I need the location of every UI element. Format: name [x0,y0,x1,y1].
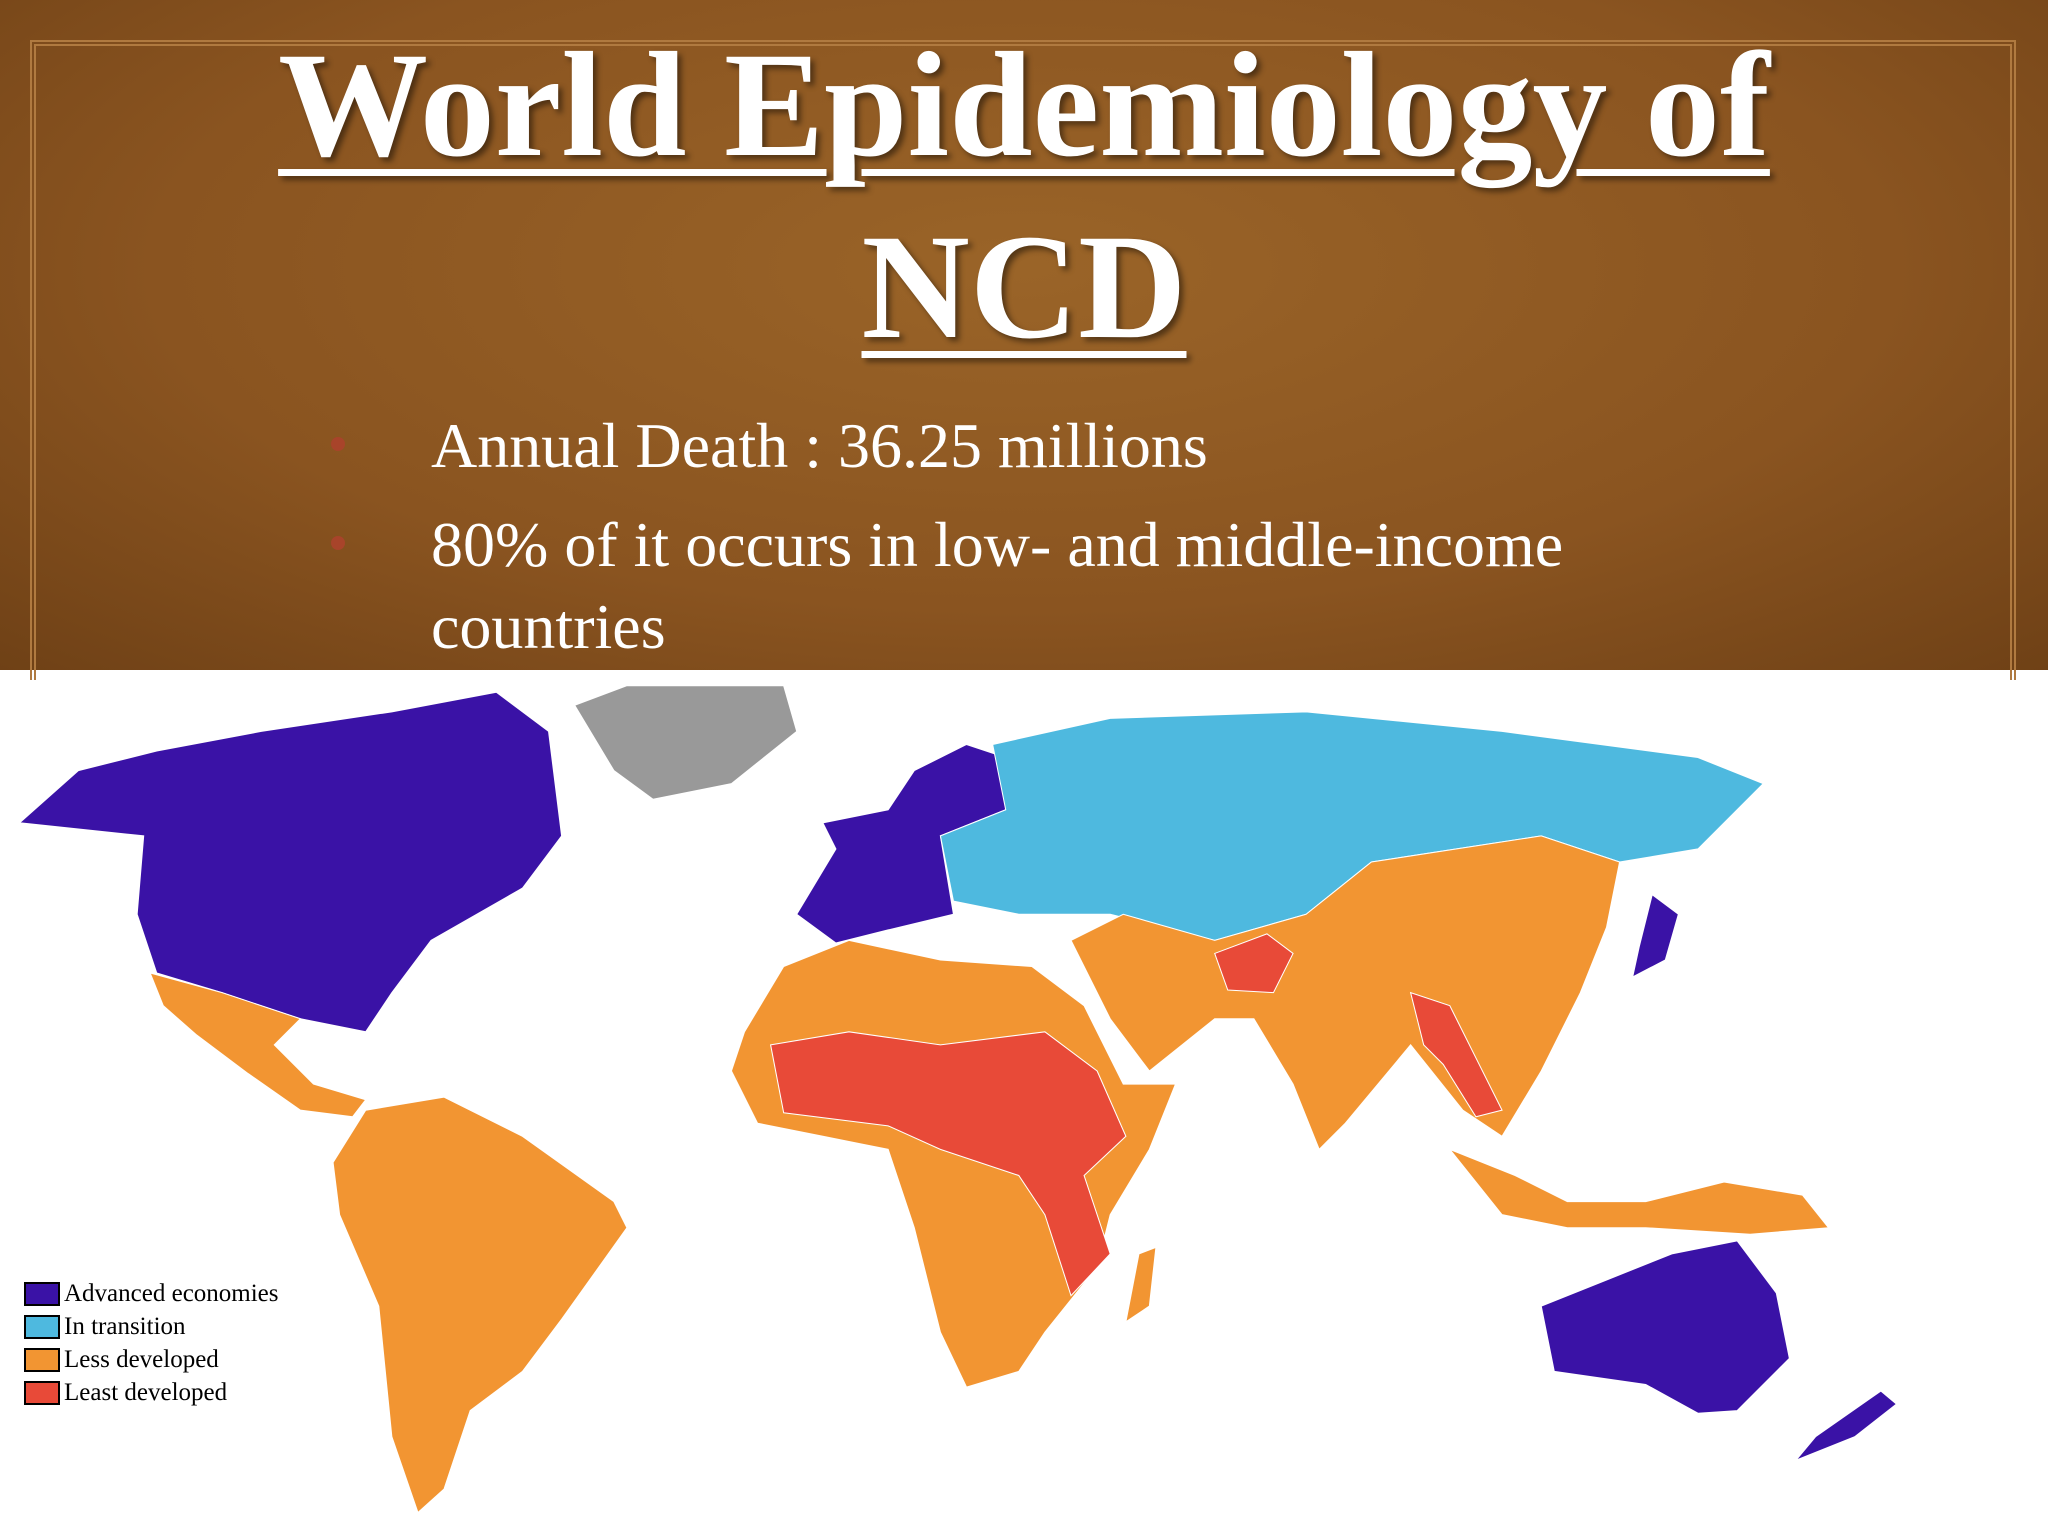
frame [30,40,2016,680]
bullet-dot [331,536,345,550]
legend-item: Least developed [24,1376,279,1409]
legend-label: Least developed [64,1378,228,1406]
bullet-text: 80% of it occurs in low- and middle-inco… [431,509,1564,662]
title-line: World Epidemiology of [0,30,2048,180]
indonesia [1448,1148,1830,1235]
bullet-text: Annual Death : 36.25 millions [431,410,1208,481]
legend-item: Advanced economies [24,1277,279,1310]
legend-item: Less developed [24,1343,279,1376]
header-band: World Epidemiology of NCD Annual Death :… [0,0,2048,680]
australia [1540,1240,1790,1414]
south-america [332,1096,628,1514]
title-text: NCD [861,204,1187,370]
bullet: 80% of it occurs in low- and middle-inco… [331,504,1591,668]
transition-region [939,711,1765,941]
legend-label: Advanced economies [64,1279,279,1307]
greenland [573,685,798,800]
legend-item: In transition [24,1310,279,1343]
new-zealand [1795,1390,1898,1461]
bullet-dot [331,437,345,451]
legend-swatch [24,1314,60,1339]
legend-swatch [24,1380,60,1405]
central-america [149,972,367,1118]
bullet: Annual Death : 36.25 millions [331,405,1591,487]
legend-swatch [24,1347,60,1372]
title-line: NCD [0,212,2048,362]
afghanistan [1214,933,1294,994]
world-map [18,685,1898,1514]
north-america [18,691,563,1033]
legend-label: In transition [64,1312,186,1340]
title-text: World Epidemiology of [278,22,1770,188]
japan [1631,893,1679,978]
least-developed-africa [769,1031,1127,1297]
legend: Advanced economies In transition Less deve… [24,1277,279,1409]
legend-swatch [24,1281,60,1306]
legend-label: Less developed [64,1345,219,1373]
madagascar [1125,1246,1157,1323]
myanmar [1409,991,1503,1118]
